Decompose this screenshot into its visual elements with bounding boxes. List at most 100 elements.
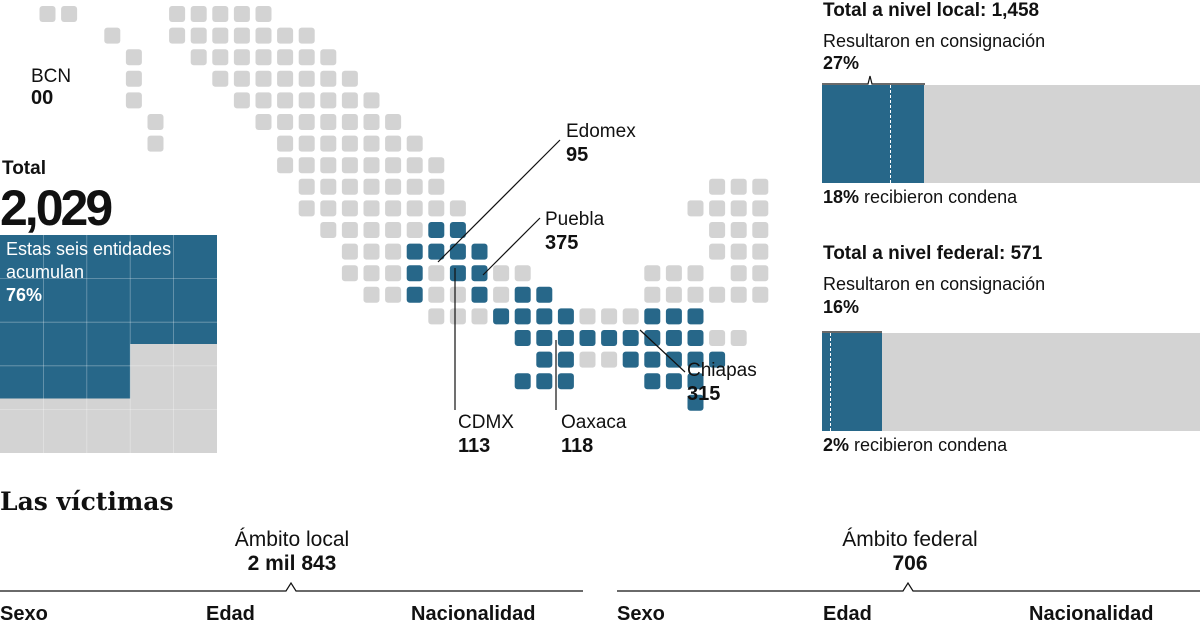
map-tile [687,265,704,282]
map-tile [428,286,445,303]
map-tile [320,200,337,217]
map-tile-highlight [665,351,682,368]
ambito-federal-title: Ámbito federal [842,528,978,551]
state-name-edomex: Edomex [566,121,636,142]
map-tile-highlight [644,330,661,346]
map-tile-highlight [471,243,488,260]
map-tile [622,308,639,325]
map-tile [341,243,358,260]
map-tile [428,200,445,217]
map-tile-highlight [428,222,445,238]
map-tile [730,222,747,238]
map-tile [644,265,661,282]
map-tile [320,49,337,66]
map-tile-highlight [536,351,553,368]
map-tile [169,6,186,22]
map-tile [298,49,315,66]
map-tile [125,70,142,87]
map-tile [61,6,78,22]
map-tile [341,70,358,87]
map-tile-highlight [557,308,574,325]
state-name-chiapas: Chiapas [687,360,757,381]
map-tile [601,351,618,368]
map-tile [428,178,445,195]
map-tile [752,286,769,303]
map-tile [449,200,466,217]
map-tile [277,49,294,66]
map-tile [320,178,337,195]
map-tile [730,178,747,195]
local-title: Total a nivel local: 1,458 [823,0,1040,21]
federal-subtitle: Resultaron en consignación [823,274,1046,294]
federal-consignacion-pct: 16% [823,297,860,317]
map-tile [730,243,747,260]
map-tile [363,114,380,130]
map-tile-highlight [406,243,423,260]
map-tile [730,265,747,282]
ambito-federal-value: 706 [892,552,928,575]
map-tile [255,27,272,44]
ambito-federal-bracket [617,581,1200,592]
map-tile [298,135,315,152]
state-value-edomex: 95 [566,144,589,166]
map-tile [169,27,186,44]
map-tile [255,49,272,66]
map-tile-highlight [514,330,531,346]
map-tile-highlight [622,351,639,368]
local-col-sexo: Sexo [0,603,48,625]
map-tile-highlight [471,265,488,282]
map-tile [709,178,726,195]
summary-fill-top [0,235,217,344]
map-tile [385,114,402,130]
map-tile [233,92,250,109]
map-tile [233,6,250,22]
map-tile [406,200,423,217]
map-tile [341,200,358,217]
ambito-local-title: Ámbito local [234,528,350,551]
map-tile [709,243,726,260]
map-tile [514,265,531,282]
map-tile [363,222,380,238]
state-name-oaxaca: Oaxaca [561,412,627,433]
map-tile [190,49,207,66]
federal-col-sexo: Sexo [617,603,665,625]
map-tile [385,265,402,282]
map-tile [255,92,272,109]
map-tile [277,92,294,109]
map-tile [406,222,423,238]
map-tile [644,286,661,303]
map-tile [320,157,337,174]
local-condena-marker [890,85,891,183]
map-tile-highlight [557,330,574,346]
map-tile [212,49,229,66]
summary-text-line1: Estas seis entidades [6,239,172,259]
state-name-puebla: Puebla [545,209,605,230]
map-tile [341,222,358,238]
federal-bracket [822,331,882,333]
map-tile [385,157,402,174]
map-tile-highlight [536,373,553,390]
map-tile [363,243,380,260]
section-title-victimas: Las víctimas [0,487,174,516]
map-tile [212,70,229,87]
leader-line-chiapas [639,329,686,373]
ambito-local-bracket [0,581,583,592]
map-tile [298,92,315,109]
map-tile [363,135,380,152]
map-tile [341,114,358,130]
map-tile [320,135,337,152]
summary-waffle [0,235,217,453]
map-tile [212,27,229,44]
map-tile [449,286,466,303]
map-tile [709,286,726,303]
total-label: Total [2,158,46,179]
state-name-bcn: BCN [31,66,72,87]
map-tile-highlight [687,351,704,368]
total-value: 2,029 [0,180,113,236]
state-value-cdmx: 113 [458,435,491,457]
federal-condena-label: 2% recibieron condena [823,435,1007,456]
map-tile-highlight [644,351,661,368]
local-consignacion-pct: 27% [823,53,860,73]
map-tile [298,114,315,130]
map-tile [298,200,315,217]
